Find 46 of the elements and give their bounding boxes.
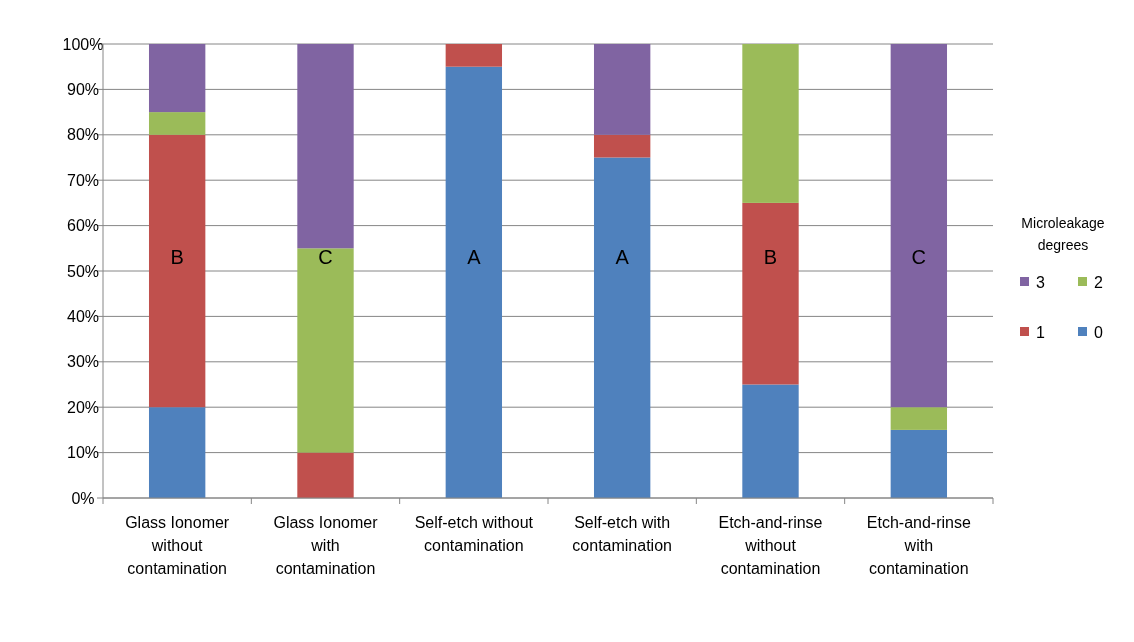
bar	[890, 44, 948, 408]
annotation: C	[318, 246, 333, 269]
x-tick-label: Self-etch with contamination	[572, 514, 672, 554]
bar	[297, 248, 354, 453]
bar	[445, 66, 503, 498]
legend-label: 3	[1036, 273, 1045, 291]
bar	[148, 112, 206, 135]
bar	[593, 44, 651, 135]
y-tick-label: 30%	[66, 353, 100, 371]
bar	[148, 407, 206, 498]
bar	[593, 157, 651, 498]
y-tick-label: 80%	[66, 126, 100, 144]
bar	[297, 44, 354, 249]
annotation: B	[170, 246, 184, 269]
legend-label: 2	[1094, 273, 1103, 291]
legend-label: 1	[1036, 323, 1045, 341]
bar	[593, 134, 651, 158]
x-tick-label: Glass Ionomer without contamination	[125, 514, 230, 577]
legend-label: 0	[1094, 323, 1103, 341]
y-tick-label: 50%	[66, 262, 100, 280]
y-tick-label: 0%	[71, 489, 95, 507]
y-tick-label: 40%	[66, 308, 100, 325]
annotation: A	[615, 246, 630, 269]
y-tick-label: 60%	[66, 217, 100, 235]
y-tick-label: 20%	[66, 398, 100, 416]
x-tick-label: Glass Ionomer with contamination	[273, 514, 379, 577]
x-tick-label: Etch-and-rinse with contamination	[866, 514, 971, 577]
y-tick-label: 100%	[62, 35, 104, 53]
annotation: C	[911, 246, 927, 269]
y-tick-label: 70%	[66, 171, 100, 189]
bar	[297, 452, 354, 498]
legend-title: Microleakage degrees	[1021, 215, 1105, 253]
bar	[742, 384, 799, 498]
y-tick-label: 10%	[66, 444, 100, 462]
bar	[890, 407, 948, 430]
bar	[890, 429, 948, 498]
bar	[148, 134, 206, 408]
bar	[742, 202, 799, 385]
bar	[445, 44, 503, 67]
bar	[742, 44, 799, 203]
bar	[148, 44, 206, 113]
annotation: A	[467, 246, 482, 269]
annotation: B	[763, 246, 778, 269]
x-tick-label: Etch-and-rinse without contamination	[718, 514, 823, 577]
x-tick-label: Self-etch without contamination	[414, 514, 534, 554]
y-tick-label: 90%	[66, 81, 100, 98]
